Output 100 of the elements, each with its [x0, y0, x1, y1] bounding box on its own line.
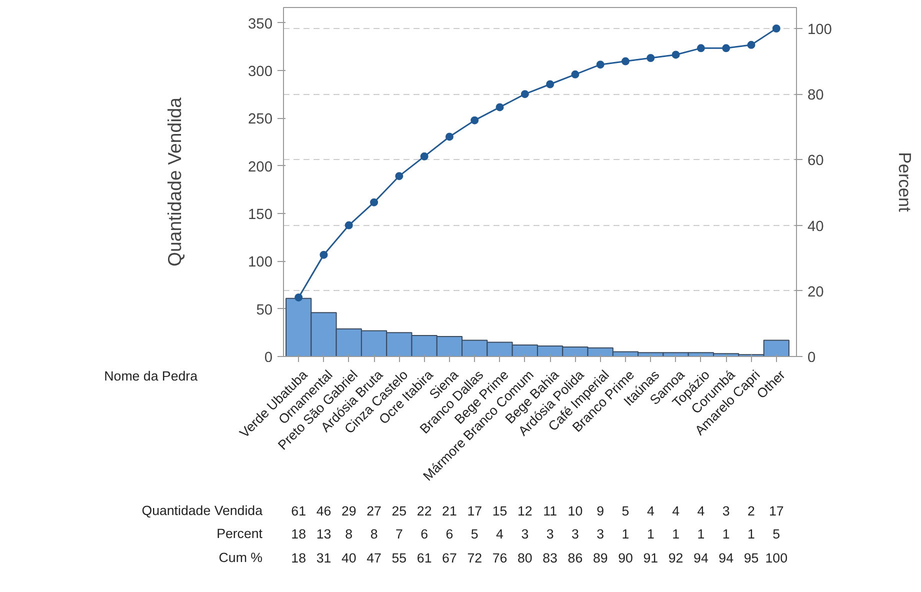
- y2-axis-title: Percent: [894, 152, 915, 212]
- y-tick-label: 200: [248, 159, 273, 176]
- y2-tick-label: 80: [808, 88, 824, 104]
- y2-tick-label: 40: [808, 218, 824, 235]
- data-label: 27: [366, 504, 382, 518]
- text: 7: [395, 526, 403, 542]
- y2-tick-label: 20: [808, 284, 824, 300]
- text: 3: [572, 526, 579, 542]
- data-label: 86: [568, 550, 583, 566]
- text: 13: [316, 526, 332, 542]
- y-tick-label: 0: [264, 350, 273, 366]
- y2-tick-label: 60: [808, 153, 824, 170]
- data-label: 94: [694, 550, 709, 566]
- text: 6: [420, 526, 428, 542]
- text: 3: [521, 526, 529, 542]
- data-label: 46: [316, 504, 332, 518]
- point: [596, 60, 604, 69]
- data-label: 4: [672, 504, 680, 518]
- y-tick-label: 50: [256, 302, 273, 318]
- data-label: 89: [592, 550, 608, 566]
- point: [722, 44, 730, 52]
- text: Quantidade Vendida: [142, 503, 264, 518]
- point: [470, 116, 479, 124]
- text: 3: [546, 526, 554, 542]
- point: [445, 132, 454, 141]
- data-label: 17: [768, 504, 784, 518]
- data-label: 91: [643, 550, 658, 566]
- data-label: 61: [416, 550, 432, 566]
- data-label: 5: [622, 504, 630, 518]
- point: [571, 70, 580, 78]
- data-label: 15: [492, 504, 508, 518]
- point: [520, 90, 529, 98]
- text: 4: [496, 526, 504, 542]
- data-label: 21: [442, 504, 457, 518]
- text: 5: [772, 526, 780, 542]
- data-label: 22: [416, 504, 432, 518]
- point: [747, 40, 756, 49]
- point: [320, 250, 328, 259]
- point: [622, 57, 630, 66]
- y-tick-label: 150: [248, 206, 273, 223]
- data-label: 72: [467, 550, 482, 566]
- text: 1: [722, 526, 730, 542]
- data-label: 9: [596, 504, 604, 518]
- point: [370, 198, 378, 206]
- data-label: 4: [697, 504, 706, 518]
- point: [420, 152, 428, 160]
- data-label: 80: [518, 550, 532, 566]
- data-label: 2: [748, 504, 755, 518]
- data-label: 12: [518, 504, 532, 518]
- y2-tick-label: 0: [808, 350, 816, 366]
- data-label: 40: [341, 550, 356, 566]
- data-label: 31: [316, 550, 332, 566]
- point: [294, 293, 303, 302]
- y-tick-label: 250: [248, 112, 273, 128]
- data-label: 95: [744, 550, 759, 566]
- data-label: 67: [442, 550, 457, 566]
- point: [772, 24, 780, 32]
- point: [344, 221, 353, 230]
- data-label: 61: [291, 504, 306, 518]
- data-label: 92: [668, 550, 684, 566]
- y-tick-label: 350: [248, 16, 273, 32]
- text: 18: [291, 526, 306, 542]
- data-label: 4: [646, 504, 655, 518]
- text: 8: [345, 526, 353, 542]
- y-tick-label: 300: [248, 64, 273, 80]
- text: 5: [470, 526, 478, 542]
- point: [672, 50, 680, 59]
- text: 1: [748, 526, 755, 542]
- text: 8: [370, 526, 378, 542]
- point: [646, 54, 655, 62]
- text: 1: [622, 526, 630, 542]
- data-label: 3: [722, 504, 730, 518]
- x-axis-title: Nome da Pedra: [104, 368, 198, 384]
- point: [546, 80, 554, 88]
- text: 3: [596, 526, 604, 542]
- data-label: 29: [341, 504, 356, 518]
- text: 1: [646, 526, 654, 542]
- data-label: 83: [542, 550, 558, 566]
- data-label: 25: [392, 504, 407, 518]
- data-label: 11: [543, 504, 557, 518]
- text: 1: [697, 526, 705, 542]
- text: Cum %: [218, 550, 263, 565]
- y2-tick-label: 100: [808, 22, 832, 38]
- text: 6: [446, 526, 454, 542]
- data-label: 94: [718, 550, 734, 566]
- y-tick-label: 100: [248, 254, 273, 271]
- data-label: 18: [291, 550, 306, 566]
- data-label: 10: [568, 504, 583, 518]
- point: [496, 103, 504, 112]
- data-label: 76: [492, 550, 508, 566]
- data-label: 90: [618, 550, 633, 566]
- point: [395, 172, 404, 180]
- data-label: 55: [392, 550, 407, 566]
- data-label: 47: [366, 550, 382, 566]
- data-label: 17: [467, 504, 482, 518]
- point: [696, 44, 705, 52]
- text: Percent: [216, 526, 263, 541]
- y-axis-title: Quantidade Vendida: [164, 96, 186, 267]
- data-label: 100: [765, 550, 788, 566]
- text: 1: [672, 526, 680, 542]
